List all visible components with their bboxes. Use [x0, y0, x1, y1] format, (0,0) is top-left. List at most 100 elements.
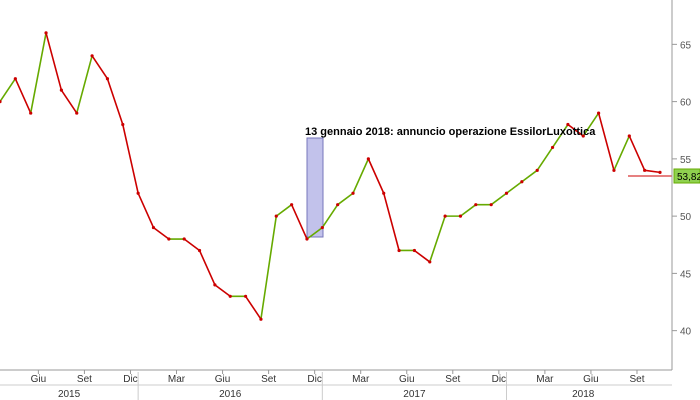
y-tick-label: 45: [680, 269, 692, 280]
series-segment: [14, 77, 32, 114]
series-segment: [137, 192, 155, 229]
data-point: [90, 54, 94, 58]
data-point: [612, 168, 616, 172]
data-point: [0, 100, 2, 104]
x-tick-label: Dic: [492, 374, 506, 385]
year-labels: 2015 2016 2017 2018: [58, 372, 595, 400]
series-segment: [582, 112, 600, 137]
data-point: [566, 122, 570, 127]
data-point: [489, 203, 493, 207]
series-segment: [244, 295, 262, 320]
x-tick-label: Dic: [123, 374, 137, 385]
y-tick-label: 55: [680, 155, 692, 166]
series-segment: [214, 284, 232, 298]
x-tick-label: Dic: [307, 374, 321, 385]
data-point: [29, 111, 33, 115]
series-segment: [29, 32, 47, 114]
data-point: [474, 203, 478, 207]
x-tick-label: Mar: [168, 374, 186, 385]
year-label: 2015: [58, 389, 81, 400]
data-point: [597, 111, 601, 115]
series-segment: [643, 169, 661, 174]
data-point: [658, 170, 662, 174]
data-point: [627, 134, 631, 138]
x-axis-ticks: Giu Set Dic Mar Giu Set Dic Mar Giu Set Dic Mar Giu S…: [31, 370, 645, 385]
last-value-label: 53,82: [677, 172, 700, 183]
series-segment: [382, 192, 400, 252]
data-point: [535, 168, 539, 172]
series-segment: [121, 123, 139, 195]
data-point: [336, 203, 340, 207]
x-tick-label: Set: [629, 374, 644, 385]
series-segment: [459, 203, 477, 217]
data-point: [213, 283, 217, 287]
data-point: [75, 111, 79, 115]
x-tick-label: Giu: [399, 374, 415, 385]
data-point: [259, 317, 263, 321]
data-point: [581, 134, 585, 138]
data-point: [412, 248, 417, 253]
data-point: [320, 225, 324, 230]
last-value-box: [673, 168, 700, 184]
x-tick-label: Set: [445, 374, 460, 385]
series-segment: [183, 238, 201, 252]
data-point: [504, 191, 509, 195]
x-tick-label: Set: [77, 374, 92, 385]
data-point: [182, 237, 186, 241]
x-tick-label: Giu: [583, 374, 599, 385]
highlight-band: [306, 137, 324, 238]
series-segment: [628, 135, 646, 172]
series-segment: [260, 215, 278, 320]
data-point: [520, 180, 524, 184]
series-segment: [0, 77, 17, 103]
y-tick-label: 65: [680, 40, 692, 51]
data-point: [44, 31, 48, 35]
data-point: [643, 168, 647, 172]
series-segment: [490, 192, 508, 206]
series-segment: [536, 146, 554, 172]
data-point: [151, 225, 156, 230]
data-point: [197, 248, 202, 253]
y-axis-ticks: 40 45 50 55 60 65: [672, 40, 692, 338]
year-label: 2016: [219, 389, 242, 400]
data-point: [136, 191, 140, 195]
data-point: [550, 145, 555, 150]
x-tick-label: Set: [261, 374, 276, 385]
series-segment: [321, 203, 339, 229]
data-point: [228, 294, 232, 298]
series-segment: [106, 77, 124, 126]
series-segment: [75, 55, 93, 114]
series-segment: [367, 158, 385, 195]
year-label: 2018: [572, 389, 595, 400]
price-series: [0, 31, 662, 321]
x-tick-label: Giu: [215, 374, 231, 385]
data-point: [443, 214, 447, 218]
y-tick-label: 40: [680, 327, 692, 338]
data-point: [397, 248, 401, 253]
series-segment: [567, 123, 585, 137]
series-segment: [60, 89, 78, 114]
series-segment: [428, 215, 446, 263]
x-tick-label: Mar: [352, 374, 370, 385]
y-tick-label: 50: [680, 212, 692, 223]
series-segment: [306, 226, 324, 240]
data-point: [382, 191, 386, 195]
series-segment: [336, 192, 354, 206]
series-segment: [413, 249, 431, 263]
series-segment: [352, 158, 370, 195]
data-point: [13, 77, 17, 81]
series-segment: [505, 180, 523, 195]
series-segment: [551, 123, 569, 149]
data-point: [290, 203, 294, 207]
series-segment: [521, 169, 539, 183]
series-segment: [45, 32, 63, 91]
series-segment: [597, 112, 615, 172]
year-label: 2017: [403, 389, 426, 400]
data-point: [243, 294, 248, 298]
annotation-label: 13 gennaio 2018: annuncio operazione Ess…: [305, 126, 596, 138]
x-tick-label: Mar: [536, 374, 554, 385]
data-point: [121, 122, 125, 127]
data-point: [428, 260, 432, 264]
data-point: [458, 214, 463, 218]
